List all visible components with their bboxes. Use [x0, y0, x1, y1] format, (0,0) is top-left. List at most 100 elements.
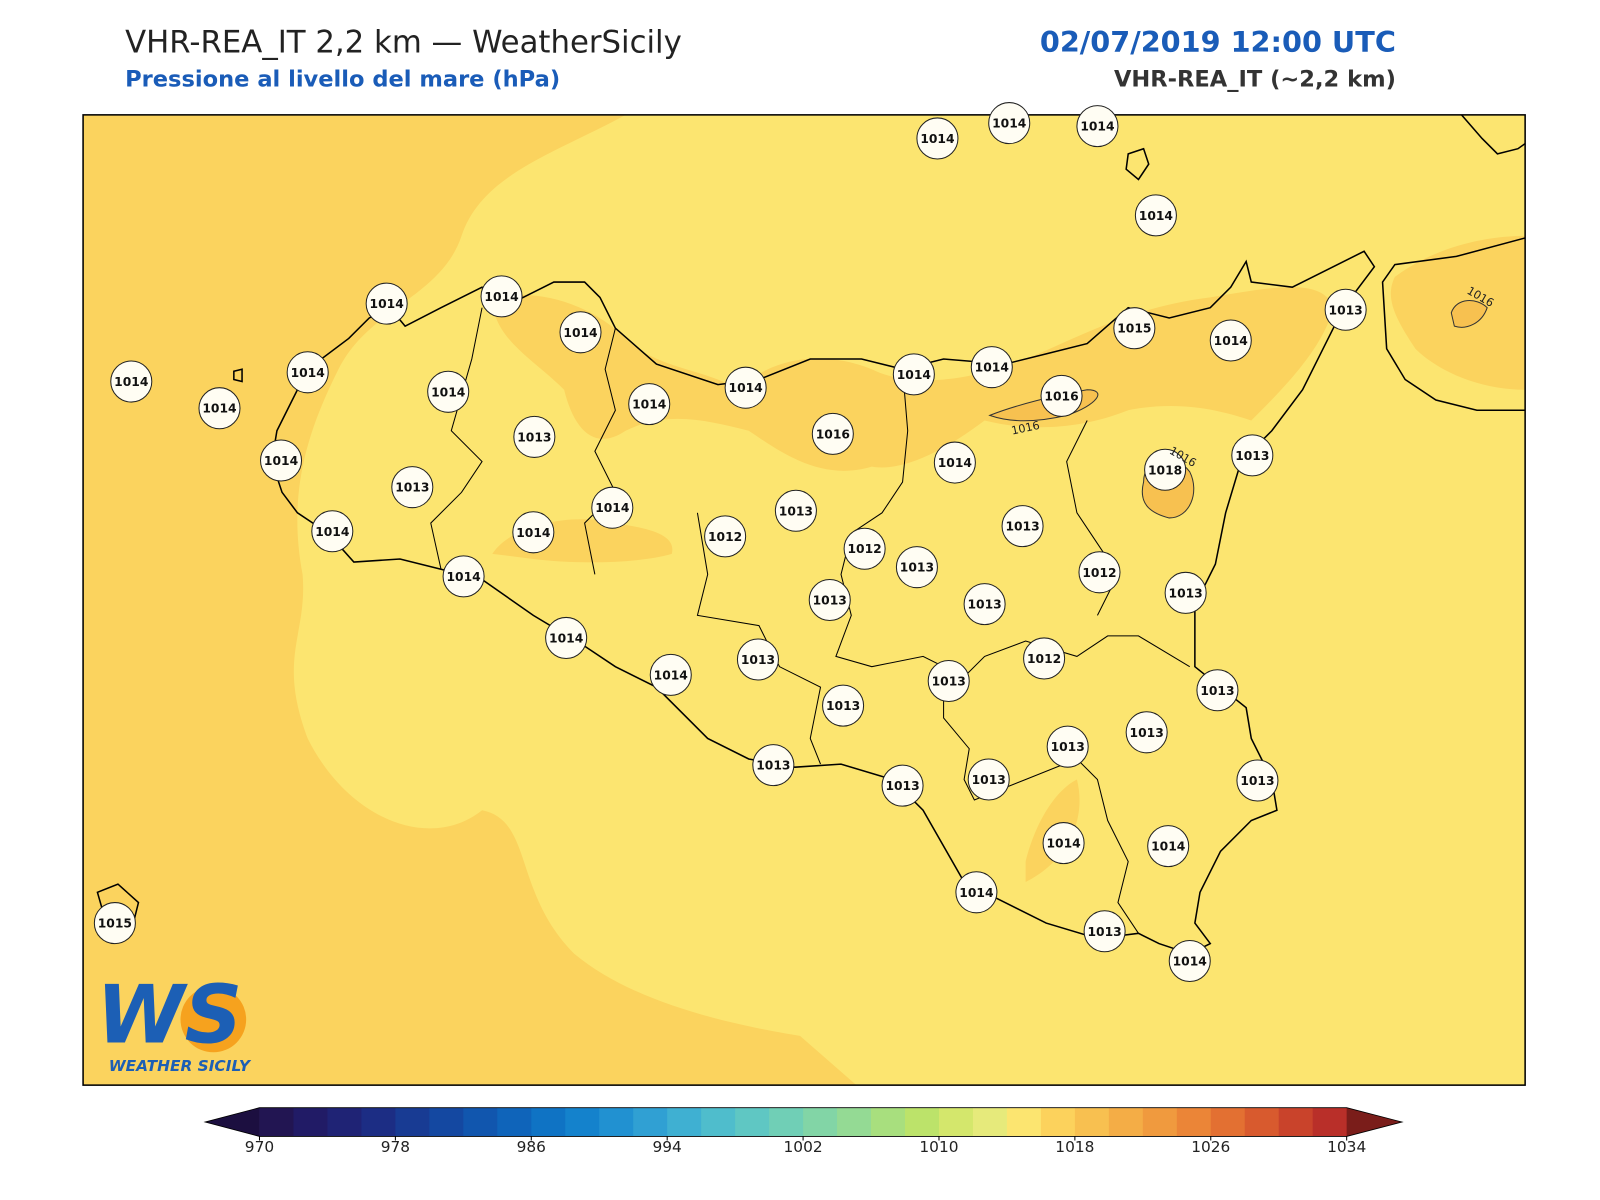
station-value: 1013: [826, 699, 860, 713]
station-marker: [736, 638, 779, 681]
station: 1012: [704, 515, 747, 558]
station-value: 1014: [1046, 837, 1080, 851]
station-value: 1016: [816, 427, 850, 441]
colorbar-bin: [837, 1107, 872, 1137]
station-value: 1013: [1329, 303, 1363, 317]
colorbar-bin: [1312, 1107, 1348, 1137]
station-value: 1013: [900, 561, 934, 575]
station-marker: [822, 684, 865, 727]
station-value: 1014: [264, 454, 298, 468]
station-marker: [480, 275, 523, 318]
contour-label: 1016: [1010, 419, 1041, 438]
station-value: 1014: [920, 132, 954, 146]
station: 1012: [1078, 551, 1121, 594]
station-marker: [1042, 822, 1085, 865]
station: 1013: [1125, 711, 1168, 754]
station-marker: [110, 360, 153, 403]
station: 1013: [927, 660, 970, 703]
station-marker: [1236, 759, 1279, 802]
colorbar-bin: [327, 1107, 362, 1137]
station: 1014: [1042, 822, 1085, 865]
colorbar-bin: [735, 1107, 770, 1137]
station-marker: [811, 412, 854, 455]
colorbar-tick-label: 970: [245, 1138, 274, 1156]
station-value: 1014: [632, 398, 666, 412]
colorbar-bin: [633, 1107, 668, 1137]
station-marker: [1196, 669, 1239, 712]
station-value: 1013: [395, 481, 429, 495]
colorbar-bin: [1108, 1107, 1144, 1137]
station-value: 1014: [595, 501, 629, 515]
station-marker: [1076, 105, 1119, 148]
station-marker: [1023, 637, 1066, 680]
station-marker: [895, 546, 938, 589]
colorbar-bin: [293, 1107, 328, 1137]
colorbar-bin: [463, 1107, 498, 1137]
station-marker: [311, 510, 354, 553]
station: 1014: [110, 360, 153, 403]
station-value: 1013: [967, 598, 1001, 612]
station: 1016: [811, 412, 854, 455]
station: 1013: [963, 583, 1006, 626]
station-marker: [1078, 551, 1121, 594]
station: 1014: [545, 616, 588, 659]
station-value: 1013: [972, 773, 1006, 787]
station: 1012: [843, 527, 886, 570]
station-marker: [442, 555, 485, 598]
station-marker: [988, 102, 1031, 145]
station-value: 1012: [708, 530, 742, 544]
station-marker: [513, 415, 556, 458]
station: 1013: [774, 489, 817, 532]
station: 1014: [916, 117, 959, 160]
station-value: 1014: [975, 361, 1009, 375]
station-marker: [260, 439, 303, 482]
station: 1014: [1168, 940, 1211, 983]
station-marker: [808, 578, 851, 622]
station-value: 1013: [517, 430, 551, 444]
station-marker: [704, 515, 747, 558]
station-marker: [1324, 288, 1367, 331]
station-value: 1013: [1235, 449, 1269, 463]
station-value: 1014: [563, 326, 597, 340]
station-marker: [391, 466, 434, 509]
station-value: 1014: [1151, 840, 1185, 854]
station-marker: [892, 353, 935, 396]
station-marker: [286, 351, 329, 394]
station: 1014: [559, 311, 602, 354]
station: 1013: [1196, 669, 1239, 712]
colorbar-tick-label: 1034: [1327, 1138, 1366, 1156]
colorbar-bin: [1278, 1107, 1314, 1137]
station: 1014: [1147, 825, 1190, 868]
colorbar-extend: [205, 1107, 260, 1137]
station: 1014: [442, 555, 485, 598]
station: 1014: [724, 366, 767, 409]
station: 1014: [198, 387, 241, 430]
station-marker: [724, 366, 767, 409]
colorbar-bin: [972, 1107, 1008, 1137]
station-value: 1015: [98, 917, 132, 931]
colorbar-tick-label: 978: [381, 1138, 410, 1156]
station-value: 1015: [1117, 322, 1151, 336]
station-value: 1013: [1169, 586, 1203, 600]
station-value: 1014: [431, 385, 465, 399]
station-value: 1013: [1130, 726, 1164, 740]
pressure-area: [492, 519, 1080, 883]
colorbar-bin: [395, 1107, 430, 1137]
title: VHR-REA_IT 2,2 km — WeatherSicily: [125, 25, 682, 61]
station: 1014: [286, 351, 329, 394]
station-marker: [955, 871, 998, 914]
station-value: 1013: [1087, 925, 1121, 939]
station-marker: [774, 489, 817, 532]
station-marker: [198, 387, 241, 430]
colorbar-bin: [667, 1107, 702, 1137]
station-marker: [365, 282, 408, 325]
station: 1014: [591, 486, 634, 529]
station-marker: [963, 583, 1006, 626]
station-marker: [93, 902, 136, 945]
colorbar-bin: [1244, 1107, 1280, 1137]
station: 1013: [822, 684, 865, 727]
colorbar-tick-label: 1026: [1191, 1138, 1230, 1156]
station-value: 1013: [813, 594, 847, 608]
station: 1014: [970, 346, 1013, 389]
colorbar-bin: [1006, 1107, 1042, 1137]
